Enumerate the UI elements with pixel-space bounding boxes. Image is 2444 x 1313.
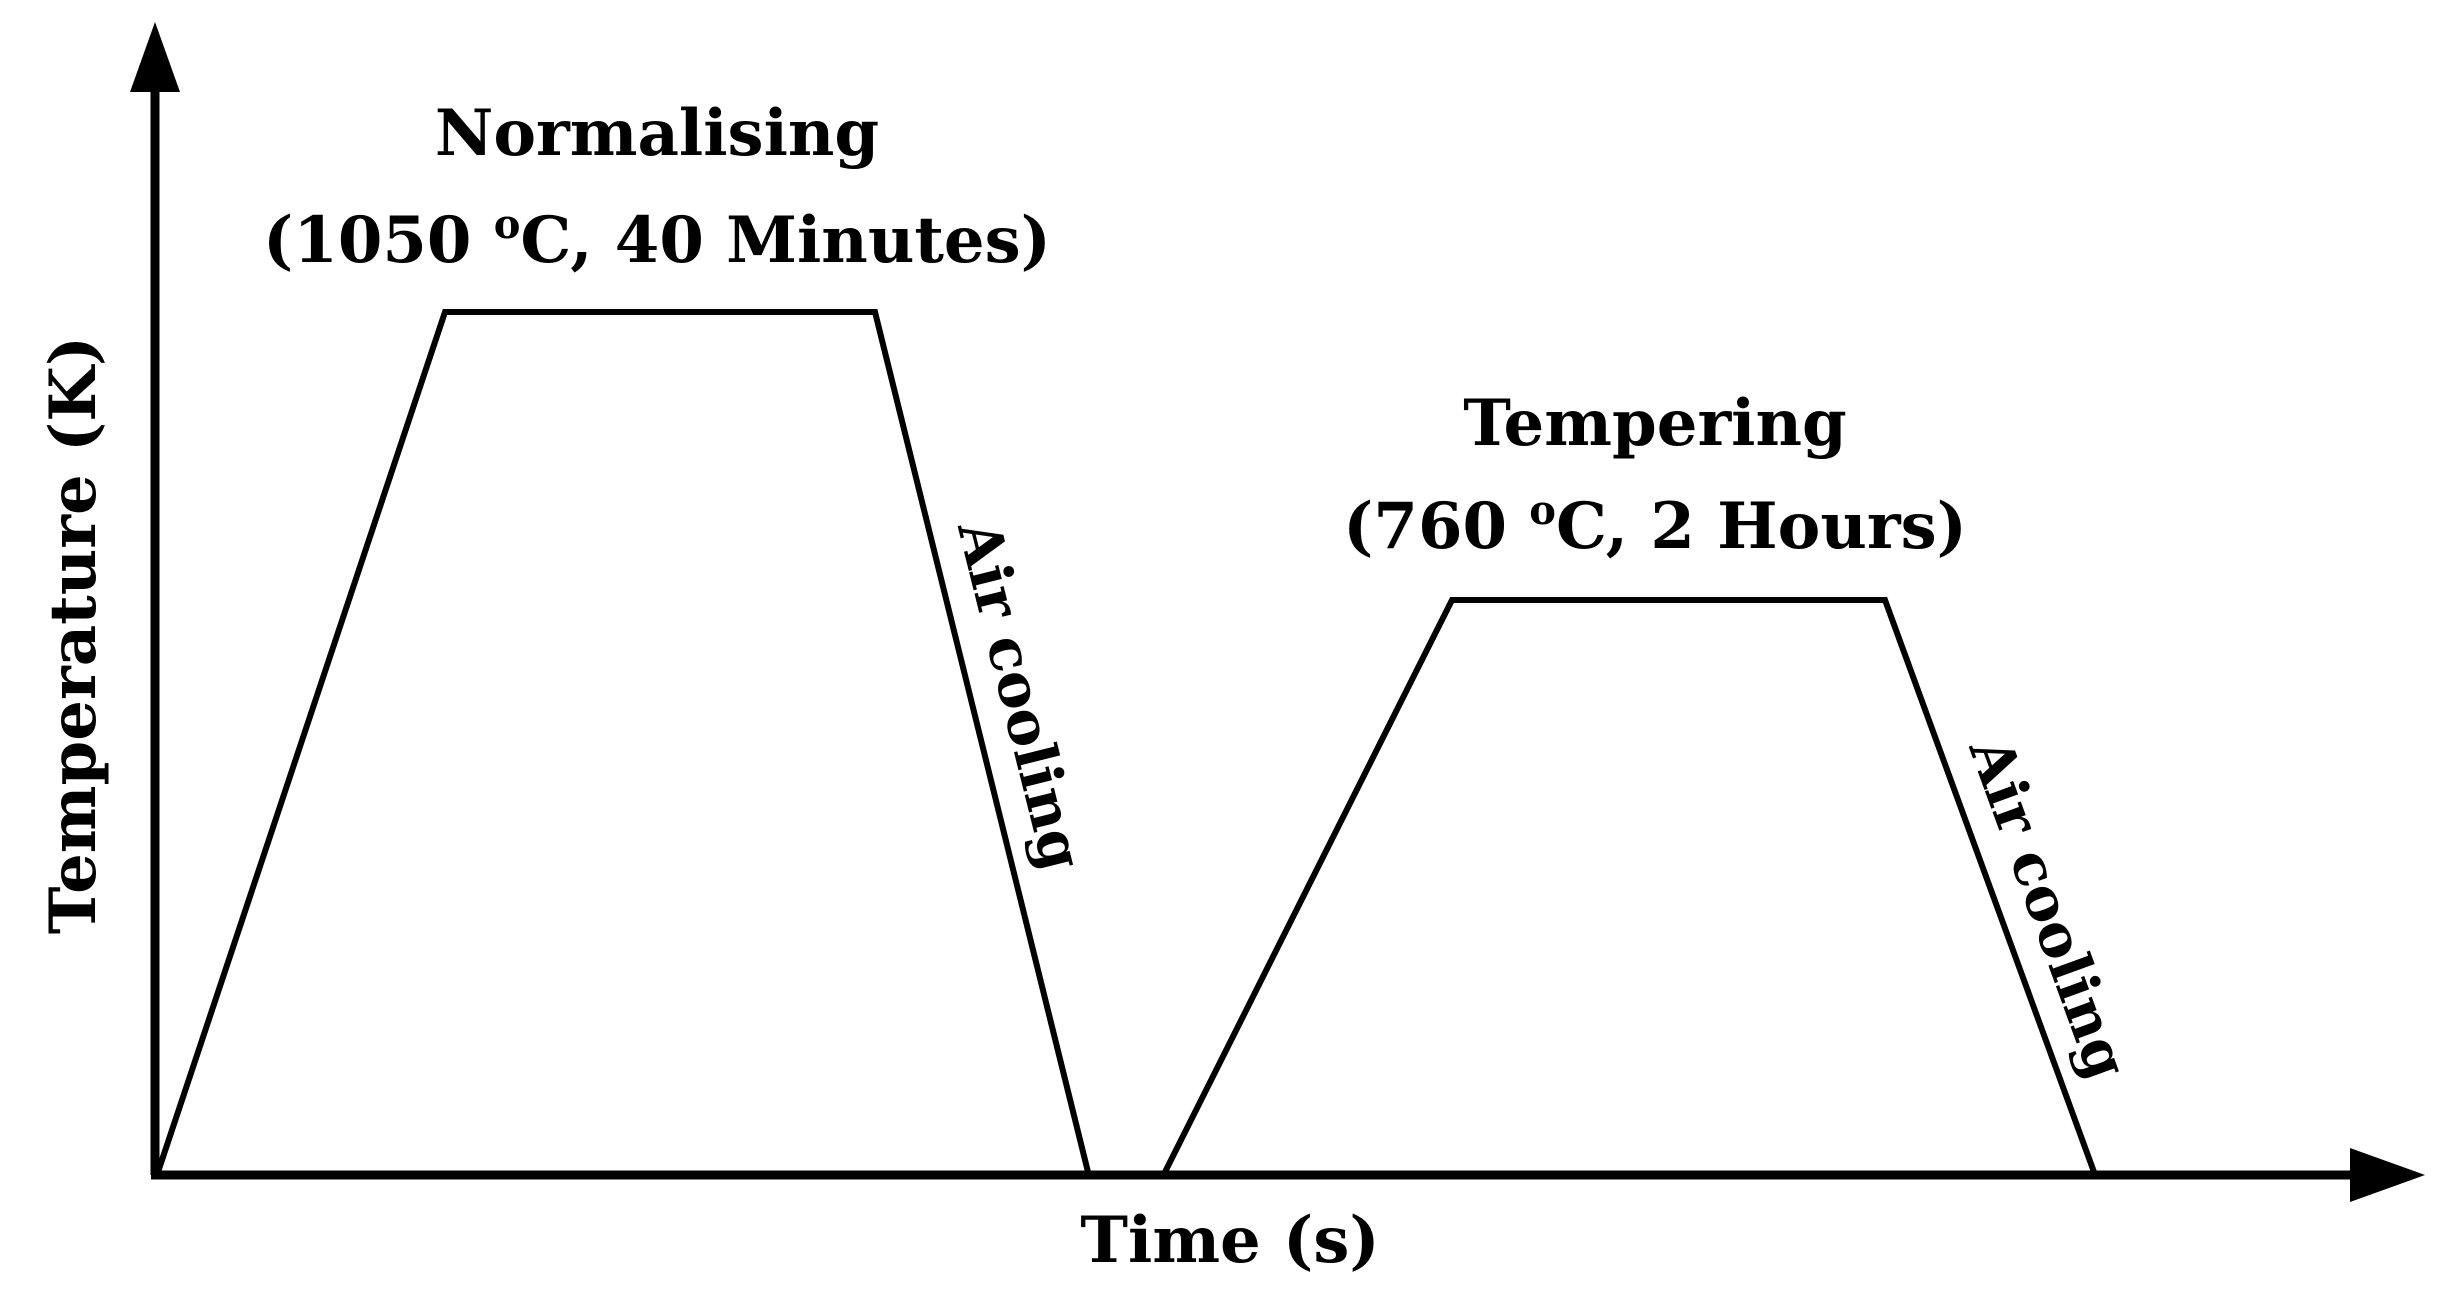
y-axis-label: Temperature (K) — [36, 336, 111, 934]
normalising-title: Normalising — [435, 96, 879, 171]
normalising-profile — [155, 309, 1091, 1173]
tempering-condition-suffix: C, 2 Hours) — [1556, 489, 1967, 564]
normalising-condition-prefix: (1050 — [263, 203, 494, 278]
normalising-degree-symbol: o — [494, 201, 521, 248]
tempering-profile — [1162, 597, 2097, 1174]
tempering-condition: (760 oC, 2 Hours) — [1343, 487, 1967, 564]
tempering-condition-prefix: (760 — [1343, 489, 1529, 564]
tempering-cooling-label: Air cooling — [1955, 728, 2141, 1088]
x-axis-label: Time (s) — [1080, 1203, 1379, 1278]
tempering-title: Tempering — [1463, 386, 1847, 461]
tempering-degree-symbol: o — [1529, 487, 1556, 534]
normalising-condition-suffix: C, 40 Minutes) — [520, 203, 1051, 278]
y-axis-arrowhead — [130, 22, 180, 92]
x-axis-arrowhead — [2350, 1148, 2425, 1202]
normalising-condition: (1050 oC, 40 Minutes) — [263, 201, 1051, 278]
